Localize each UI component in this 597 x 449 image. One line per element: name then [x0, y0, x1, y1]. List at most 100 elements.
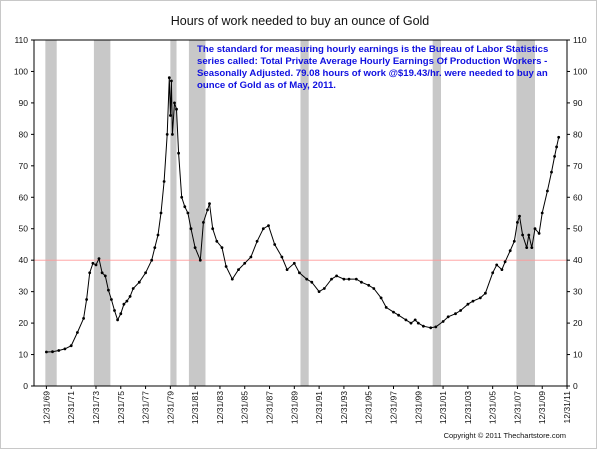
- x-tick-label: 12/31/01: [438, 391, 448, 424]
- x-tick-label: 12/31/95: [364, 391, 374, 424]
- data-point: [557, 135, 561, 139]
- x-tick-label: 12/31/05: [488, 391, 498, 424]
- data-point: [224, 265, 228, 268]
- data-point: [298, 271, 301, 275]
- data-point: [189, 227, 193, 231]
- data-point: [153, 246, 157, 250]
- recession-band: [45, 40, 57, 386]
- y-tick-label-right: 10: [573, 350, 583, 360]
- y-tick-label-right: 70: [573, 161, 583, 171]
- data-point: [69, 344, 73, 348]
- x-tick-label: 12/31/73: [91, 391, 101, 424]
- data-point: [91, 261, 95, 265]
- data-point: [85, 298, 88, 301]
- copyright-text: Copyright © 2011 Thechartstore.com: [444, 431, 566, 440]
- data-point: [173, 101, 176, 105]
- y-tick-label-left: 30: [19, 287, 29, 297]
- x-tick-label: 12/31/11: [562, 391, 572, 424]
- plot-border: [33, 39, 568, 387]
- x-tick-label: 12/31/99: [413, 391, 423, 424]
- x-tick-label: 12/31/87: [265, 391, 275, 424]
- data-point: [100, 271, 104, 275]
- data-point: [347, 277, 351, 281]
- data-point: [392, 310, 395, 314]
- data-point: [180, 195, 184, 199]
- data-point: [198, 258, 202, 262]
- data-point: [518, 214, 521, 218]
- data-point: [500, 268, 504, 271]
- recession-band: [170, 40, 177, 386]
- y-tick-label-left: 110: [14, 35, 28, 45]
- data-point: [45, 350, 48, 354]
- data-point: [156, 233, 160, 237]
- data-point: [491, 271, 495, 275]
- y-tick-label-left: 80: [19, 129, 29, 139]
- data-point: [131, 287, 135, 290]
- data-point: [533, 227, 537, 231]
- y-tick-label-right: 30: [573, 287, 583, 297]
- y-tick-label-left: 40: [19, 255, 29, 265]
- data-point: [249, 255, 253, 259]
- data-point: [454, 312, 457, 316]
- data-series-group: [45, 76, 561, 354]
- y-tick-label-right: 90: [573, 98, 583, 108]
- data-point: [170, 79, 173, 83]
- data-point: [550, 170, 553, 174]
- annotation-line-3: Seasonally Adjusted. 79.08 hours of work…: [197, 68, 548, 79]
- data-point: [82, 317, 85, 320]
- data-point: [285, 268, 289, 271]
- data-point: [521, 233, 524, 237]
- data-point: [97, 257, 101, 260]
- data-point: [94, 263, 98, 267]
- data-point: [215, 239, 219, 243]
- data-point: [335, 274, 338, 278]
- x-tick-label: 12/31/07: [512, 391, 522, 424]
- data-point: [183, 205, 187, 209]
- data-point: [113, 309, 116, 312]
- data-point: [367, 283, 371, 287]
- y-tick-label-left: 20: [19, 318, 29, 328]
- recession-band: [516, 40, 535, 386]
- y-tick-label-right: 40: [573, 255, 583, 265]
- y-tick-label-right: 100: [573, 66, 587, 76]
- data-point: [273, 243, 277, 246]
- data-point: [280, 255, 284, 259]
- recession-shading-group: [45, 40, 535, 386]
- data-point: [478, 296, 482, 300]
- data-point: [167, 76, 171, 80]
- data-point: [51, 350, 54, 354]
- data-point: [110, 298, 113, 301]
- y-tick-label-right: 0: [573, 381, 578, 391]
- data-point: [516, 221, 519, 224]
- data-point: [305, 277, 309, 281]
- data-point: [416, 321, 420, 325]
- data-point: [537, 232, 541, 235]
- data-point: [202, 221, 205, 224]
- data-point: [144, 271, 148, 275]
- data-point: [162, 180, 166, 183]
- data-point: [360, 280, 363, 284]
- data-point: [116, 318, 119, 322]
- data-point: [103, 274, 107, 278]
- data-point: [555, 145, 558, 149]
- data-point: [57, 349, 61, 352]
- data-point: [322, 287, 326, 290]
- data-point: [125, 299, 129, 303]
- data-point: [553, 155, 556, 158]
- y-tick-label-right: 50: [573, 224, 583, 234]
- data-point: [261, 227, 265, 231]
- data-point: [267, 224, 270, 228]
- data-point: [330, 277, 333, 281]
- data-point: [150, 258, 154, 262]
- x-tick-label: 12/31/85: [240, 391, 250, 424]
- y-tick-label-right: 20: [573, 318, 583, 328]
- recession-band: [188, 40, 206, 386]
- data-point: [441, 320, 445, 323]
- x-tick-label: 12/31/75: [116, 391, 126, 424]
- x-tick-label: 12/31/09: [537, 391, 547, 424]
- data-point: [342, 277, 346, 281]
- data-point: [159, 211, 163, 215]
- data-point: [530, 246, 534, 250]
- y-tick-label-left: 90: [19, 98, 29, 108]
